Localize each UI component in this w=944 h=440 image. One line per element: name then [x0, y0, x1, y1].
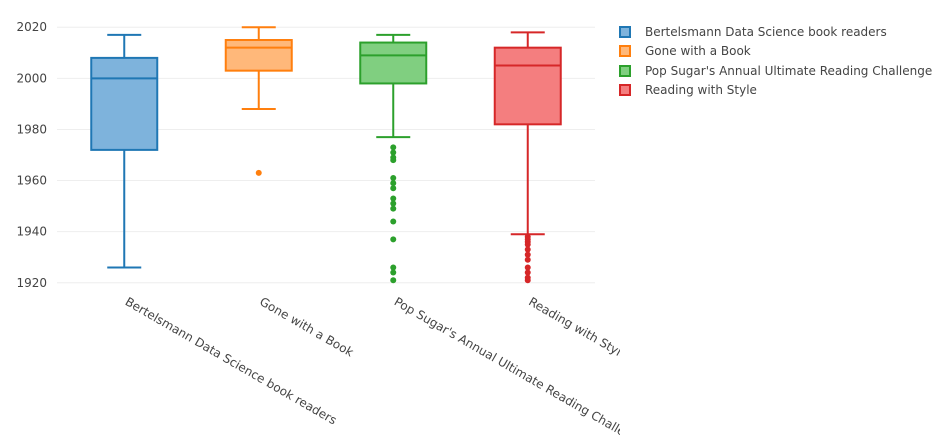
outlier-point — [390, 185, 397, 192]
legend-item[interactable]: Gone with a Book — [619, 42, 932, 62]
outlier-point — [524, 251, 531, 258]
legend-item[interactable]: Bertelsmann Data Science book readers — [619, 22, 932, 42]
outlier-point — [390, 149, 397, 156]
legend-swatch — [619, 84, 631, 97]
legend-label: Bertelsmann Data Science book readers — [645, 24, 887, 39]
x-tick-label: Gone with a Book — [257, 294, 356, 359]
outlier-point — [390, 180, 397, 187]
legend-swatch — [619, 45, 631, 58]
y-tick-label: 2000 — [16, 71, 47, 85]
outlier-point — [390, 277, 397, 284]
legend-label: Gone with a Book — [645, 44, 751, 59]
legend-label: Pop Sugar's Annual Ultimate Reading Chal… — [645, 63, 933, 78]
outlier-point — [390, 144, 397, 151]
outlier-point — [524, 246, 531, 253]
legend: Bertelsmann Data Science book readers Gon… — [619, 22, 932, 100]
y-tick-label: 1960 — [16, 174, 47, 188]
x-tick-label: Reading with Style — [526, 294, 620, 362]
y-axis-ticks: 1920 1940 1960 1980 2000 2020 — [16, 20, 47, 290]
y-tick-label: 1920 — [16, 276, 47, 290]
outlier-point — [390, 157, 397, 164]
y-tick-label: 2020 — [16, 20, 47, 34]
box-plot-chart: 1920 1940 1960 1980 2000 2020 Bertelsmann Dat… — [16, 20, 620, 440]
iqr-box — [90, 56, 159, 151]
outlier-point — [390, 200, 397, 207]
legend-swatch — [619, 25, 631, 38]
outlier-point — [524, 269, 531, 276]
outlier-point — [390, 218, 397, 225]
x-tick-label: Pop Sugar's Annual Ultimate Reading Chal… — [392, 294, 620, 440]
outlier-point — [390, 269, 397, 276]
iqr-box — [359, 41, 428, 85]
legend-label: Reading with Style — [645, 83, 757, 98]
x-tick-label: Bertelsmann Data Science book readers — [123, 294, 339, 427]
iqr-box — [224, 39, 293, 72]
legend-swatch — [619, 64, 631, 77]
iqr-box — [493, 46, 562, 126]
legend-item[interactable]: Reading with Style — [619, 81, 932, 101]
outlier-point — [524, 277, 531, 284]
outlier-point — [524, 264, 531, 271]
outlier-point — [255, 169, 262, 176]
outlier-point — [524, 241, 531, 248]
box-trace — [493, 31, 562, 284]
y-tick-label: 1980 — [16, 122, 47, 136]
y-tick-label: 1940 — [16, 225, 47, 239]
outlier-point — [390, 236, 397, 243]
box-trace — [359, 33, 428, 284]
outlier-point — [524, 256, 531, 263]
outlier-point — [390, 205, 397, 212]
legend-item[interactable]: Pop Sugar's Annual Ultimate Reading Chal… — [619, 61, 932, 81]
outlier-point — [390, 195, 397, 202]
x-axis-ticks: Bertelsmann Data Science book readersGon… — [123, 294, 620, 440]
outlier-point — [390, 175, 397, 181]
boxes — [90, 26, 562, 284]
box-trace — [90, 33, 159, 269]
box-trace — [224, 26, 293, 176]
outlier-point — [390, 264, 397, 271]
